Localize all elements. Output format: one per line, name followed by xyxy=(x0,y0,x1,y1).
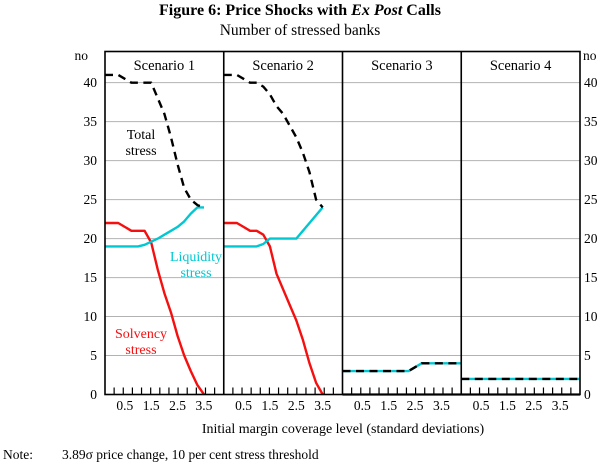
y-axis-unit-right: no xyxy=(583,48,597,63)
total-stress-label: Total stress xyxy=(125,128,156,160)
figure-title-prefix: Figure 6: Price Shocks with xyxy=(159,2,352,19)
note-text: 3.89σ price change, 10 per cent stress t… xyxy=(62,447,319,462)
figure-title-italic: Ex Post xyxy=(351,2,403,19)
solvency-stress-label-line2: stress xyxy=(125,343,157,358)
x-tick-label-panel-3-3.5: 3.5 xyxy=(433,398,450,413)
y-tick-label-right-40: 40 xyxy=(584,75,598,90)
y-tick-label-right-35: 35 xyxy=(584,114,598,129)
x-tick-label-panel-1-1.5: 1.5 xyxy=(143,398,160,413)
x-tick-label-panel-1-0.5: 0.5 xyxy=(116,398,133,413)
scenario-label-4: Scenario 4 xyxy=(490,58,552,74)
solvency-stress-label: Solvency stress xyxy=(115,327,167,359)
x-tick-label-panel-2-0.5: 0.5 xyxy=(235,398,252,413)
y-tick-label-left-5: 5 xyxy=(90,348,97,363)
x-tick-label-panel-3-2.5: 2.5 xyxy=(407,398,424,413)
y-tick-label-left-35: 35 xyxy=(84,114,98,129)
y-tick-label-left-20: 20 xyxy=(84,231,98,246)
solvency-stress-line-panel-1 xyxy=(105,221,205,396)
y-tick-label-right-20: 20 xyxy=(584,231,598,246)
x-tick-label-panel-1-2.5: 2.5 xyxy=(169,398,186,413)
x-tick-label-panel-3-1.5: 1.5 xyxy=(380,398,397,413)
liquidity-stress-label: Liquidity stress xyxy=(170,250,222,282)
x-axis-title: Initial margin coverage level (standard … xyxy=(201,422,485,437)
y-tick-label-left-40: 40 xyxy=(84,75,98,90)
y-tick-label-right-10: 10 xyxy=(584,309,598,324)
x-tick-label-panel-2-3.5: 3.5 xyxy=(314,398,331,413)
y-tick-label-right-5: 5 xyxy=(584,348,591,363)
y-tick-label-right-25: 25 xyxy=(584,192,598,207)
scenario-label-3: Scenario 3 xyxy=(371,58,433,74)
x-tick-label-panel-4-2.5: 2.5 xyxy=(525,398,542,413)
total-stress-label-line2: stress xyxy=(125,144,157,159)
x-tick-label-panel-2-1.5: 1.5 xyxy=(261,398,278,413)
x-tick-label-panel-1-3.5: 3.5 xyxy=(196,398,213,413)
scenario-label-2: Scenario 2 xyxy=(252,58,314,74)
scenario-label-1: Scenario 1 xyxy=(134,58,196,74)
liquidity-stress-line-panel-1 xyxy=(105,206,204,248)
y-tick-label-left-10: 10 xyxy=(84,309,98,324)
total-stress-line-panel-1 xyxy=(105,73,205,209)
y-tick-label-left-15: 15 xyxy=(84,270,98,285)
figure-title-suffix: Calls xyxy=(402,2,441,19)
x-tick-label-panel-4-3.5: 3.5 xyxy=(552,398,569,413)
y-tick-label-left-30: 30 xyxy=(84,153,98,168)
x-tick-label-panel-4-1.5: 1.5 xyxy=(499,398,516,413)
y-tick-label-right-30: 30 xyxy=(584,153,598,168)
total-stress-label-line1: Total xyxy=(126,128,156,143)
y-tick-label-right-0: 0 xyxy=(584,387,591,402)
y-tick-label-left-0: 0 xyxy=(90,387,97,402)
y-tick-label-left-25: 25 xyxy=(84,192,98,207)
figure-title: Figure 6: Price Shocks with Ex Post Call… xyxy=(0,2,600,20)
solvency-stress-label-line1: Solvency xyxy=(114,327,168,342)
x-tick-label-panel-4-0.5: 0.5 xyxy=(473,398,490,413)
figure-subtitle: Number of stressed banks xyxy=(219,22,381,39)
total-stress-line-panel-2 xyxy=(223,73,324,209)
y-axis-unit-left: no xyxy=(74,48,89,63)
y-tick-label-right-15: 15 xyxy=(584,270,598,285)
liquidity-stress-label-line1: Liquidity xyxy=(169,250,223,265)
x-tick-label-panel-2-2.5: 2.5 xyxy=(288,398,305,413)
liquidity-stress-label-line2: stress xyxy=(180,266,212,281)
solvency-stress-line-panel-2 xyxy=(223,221,324,396)
total-stress-line-panel-3 xyxy=(342,362,462,373)
liquidity-stress-line-panel-2 xyxy=(223,206,324,248)
x-tick-label-panel-3-0.5: 0.5 xyxy=(354,398,371,413)
note-label: Note: xyxy=(3,447,33,462)
